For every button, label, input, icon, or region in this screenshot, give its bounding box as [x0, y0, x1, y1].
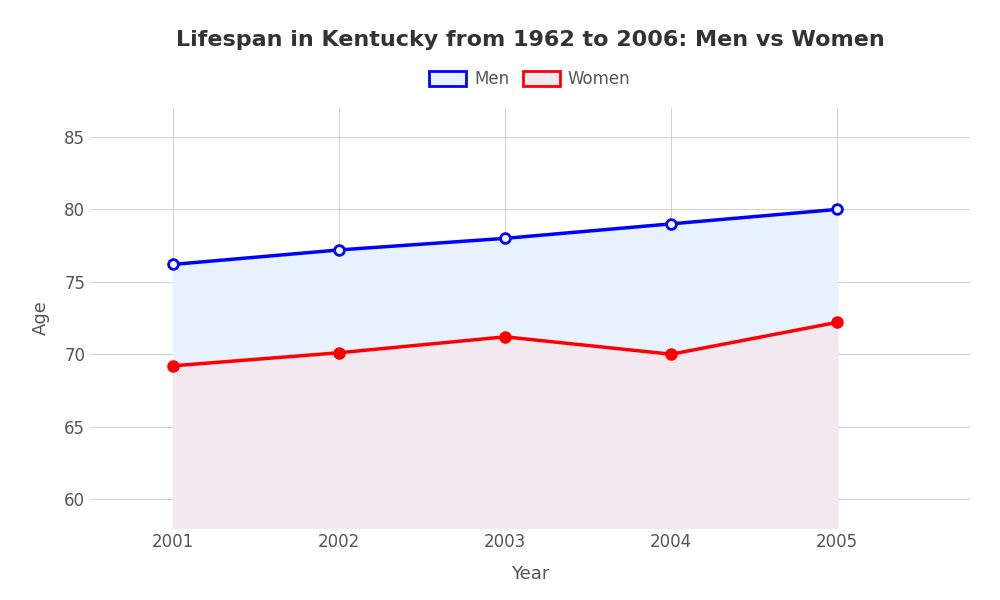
Title: Lifespan in Kentucky from 1962 to 2006: Men vs Women: Lifespan in Kentucky from 1962 to 2006: … [176, 29, 884, 49]
Legend: Men, Women: Men, Women [421, 62, 639, 97]
X-axis label: Year: Year [511, 565, 549, 583]
Y-axis label: Age: Age [32, 301, 50, 335]
